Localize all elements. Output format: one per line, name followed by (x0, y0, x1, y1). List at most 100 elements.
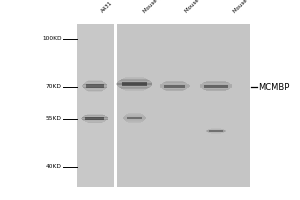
Text: 40KD: 40KD (46, 164, 62, 170)
Bar (163, 89, 186, 90)
Bar (166, 90, 183, 91)
Bar (123, 118, 146, 119)
Bar (125, 90, 144, 91)
Bar (121, 79, 148, 80)
Bar (82, 119, 107, 120)
Bar (206, 90, 226, 91)
Bar (82, 119, 108, 120)
Bar (162, 83, 187, 84)
Bar (123, 78, 146, 79)
Bar (87, 114, 103, 115)
Bar (200, 84, 232, 85)
Bar (166, 81, 183, 82)
Bar (117, 85, 152, 86)
Bar (115, 24, 117, 187)
Bar (86, 81, 104, 82)
Bar (204, 89, 228, 90)
Bar (123, 89, 146, 90)
Bar (163, 82, 186, 83)
Bar (200, 86, 232, 87)
Bar (207, 131, 225, 132)
Bar (203, 89, 229, 90)
Bar (122, 79, 147, 80)
Bar (128, 122, 141, 123)
Bar (206, 90, 226, 91)
Bar (128, 113, 141, 114)
Bar (206, 130, 226, 131)
Bar (208, 132, 224, 133)
Bar (116, 24, 250, 187)
Bar (86, 84, 104, 88)
Bar (82, 87, 107, 88)
Bar (164, 82, 185, 83)
Bar (162, 88, 187, 89)
Text: Mouse ovary: Mouse ovary (232, 0, 261, 14)
Bar (116, 83, 152, 84)
Text: Mouse spleen: Mouse spleen (142, 0, 172, 14)
Bar (82, 86, 107, 87)
Bar (120, 80, 149, 81)
Bar (211, 133, 221, 134)
Bar (120, 87, 149, 88)
Text: 55KD: 55KD (46, 116, 62, 121)
Bar (82, 117, 108, 118)
Bar (160, 84, 189, 85)
Bar (119, 80, 150, 81)
Bar (86, 90, 104, 91)
Bar (126, 121, 142, 122)
Bar (208, 129, 224, 130)
Bar (87, 122, 103, 123)
Bar (85, 82, 105, 83)
Bar (124, 116, 145, 117)
Bar (85, 89, 105, 90)
Bar (204, 82, 228, 83)
Bar (207, 130, 225, 131)
Bar (116, 83, 152, 84)
Bar (85, 115, 105, 116)
Bar (82, 85, 107, 86)
Bar (122, 88, 147, 89)
Bar (164, 89, 185, 90)
Text: 70KD: 70KD (46, 84, 62, 90)
Bar (83, 88, 106, 89)
Bar (81, 118, 108, 119)
Bar (160, 87, 189, 88)
Bar (83, 84, 107, 85)
Bar (123, 117, 146, 118)
Bar (165, 90, 184, 91)
Bar (203, 82, 229, 83)
Bar (87, 81, 103, 82)
Bar (211, 128, 221, 129)
Bar (126, 114, 142, 115)
Bar (117, 82, 152, 83)
Bar (121, 88, 148, 89)
Bar (84, 115, 105, 116)
Bar (205, 84, 227, 88)
Bar (83, 116, 107, 117)
Bar (125, 77, 144, 78)
Text: Mouse liver: Mouse liver (184, 0, 210, 14)
Bar (125, 120, 144, 121)
Bar (88, 91, 102, 92)
Bar (200, 87, 232, 88)
Text: A431: A431 (100, 0, 114, 14)
Bar (206, 81, 226, 82)
Bar (165, 81, 184, 82)
Bar (118, 86, 151, 87)
Bar (88, 80, 102, 81)
Bar (164, 84, 185, 88)
Bar (87, 90, 103, 91)
Bar (76, 24, 114, 187)
Bar (119, 87, 150, 88)
Text: 100KD: 100KD (42, 36, 62, 42)
Bar (209, 130, 223, 132)
Bar (200, 85, 232, 86)
Bar (88, 122, 102, 123)
Bar (82, 84, 107, 85)
Bar (122, 82, 147, 86)
Bar (83, 83, 106, 84)
Bar (127, 117, 142, 119)
Bar (116, 84, 152, 85)
Bar (118, 81, 151, 82)
Bar (160, 85, 190, 86)
